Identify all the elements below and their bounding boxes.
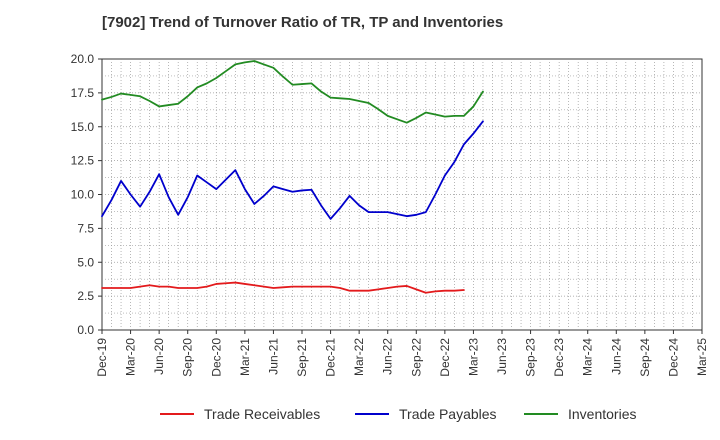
series-line-inventories bbox=[101, 60, 484, 124]
y-tick-label: 0.0 bbox=[77, 323, 94, 337]
x-tick-label: Sep-23 bbox=[524, 338, 538, 377]
x-tick-label: Sep-20 bbox=[181, 338, 195, 377]
x-tick-label: Mar-24 bbox=[581, 338, 595, 376]
x-tick-label: Jun-24 bbox=[609, 338, 623, 375]
y-tick-label: 12.5 bbox=[71, 154, 95, 168]
x-tick-label: Mar-23 bbox=[466, 338, 480, 376]
series-line-trade-receivables bbox=[101, 281, 465, 294]
x-tick-label: Sep-24 bbox=[638, 338, 652, 377]
x-tick-label: Mar-20 bbox=[124, 338, 138, 376]
legend-label: Trade Payables bbox=[399, 406, 497, 422]
y-tick-label: 17.5 bbox=[71, 86, 95, 100]
y-tick-label: 20.0 bbox=[71, 52, 95, 66]
legend-label: Inventories bbox=[568, 406, 636, 422]
axes: 0.0 2.5 5.0 7.5 10.0 12.5 15.0 17.5 20.0 Dec-19 Ma… bbox=[71, 52, 709, 377]
legend-label: Trade Receivables bbox=[204, 406, 320, 422]
x-tick-label: Sep-22 bbox=[409, 338, 423, 377]
x-tick-label: Jun-22 bbox=[381, 338, 395, 375]
x-tick-label: Dec-24 bbox=[666, 338, 680, 377]
series-lines bbox=[101, 60, 484, 294]
x-tick-label: Dec-22 bbox=[438, 338, 452, 377]
x-tick-label: Jun-21 bbox=[266, 338, 280, 375]
x-tick-label: Dec-19 bbox=[95, 338, 109, 377]
x-tick-label: Dec-20 bbox=[209, 338, 223, 377]
y-tick-label: 5.0 bbox=[77, 255, 94, 269]
x-tick-label: Mar-21 bbox=[238, 338, 252, 376]
x-tick-label: Mar-25 bbox=[695, 338, 709, 376]
y-tick-label: 2.5 bbox=[77, 289, 94, 303]
gridlines bbox=[102, 59, 702, 330]
y-tick-label: 10.0 bbox=[71, 188, 95, 202]
x-tick-label: Dec-23 bbox=[552, 338, 566, 377]
x-tick-label: Jun-20 bbox=[152, 338, 166, 375]
x-tick-label: Dec-21 bbox=[324, 338, 338, 377]
x-tick-label: Jun-23 bbox=[495, 338, 509, 375]
y-tick-label: 7.5 bbox=[77, 221, 94, 235]
x-tick-label: Mar-22 bbox=[352, 338, 366, 376]
x-tick-label: Sep-21 bbox=[295, 338, 309, 377]
legend: Trade Receivables Trade Payables Inventori… bbox=[160, 406, 636, 422]
series-line-trade-payables bbox=[101, 120, 484, 220]
y-tick-label: 15.0 bbox=[71, 120, 95, 134]
chart-title: [7902] Trend of Turnover Ratio of TR, TP… bbox=[102, 14, 504, 31]
